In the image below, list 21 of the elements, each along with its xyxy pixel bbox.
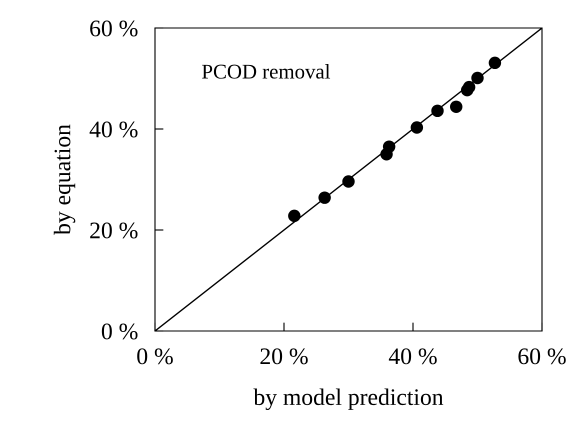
x-tick-label: 40 % bbox=[388, 348, 437, 364]
point bbox=[382, 140, 396, 153]
x-tick-label: 60 % bbox=[518, 348, 566, 364]
annotation: PCOD removal bbox=[202, 64, 330, 79]
point bbox=[410, 121, 424, 134]
x-tick-label: 20 % bbox=[260, 348, 308, 364]
y-tick-label: 20 % bbox=[90, 222, 138, 238]
y-tick-label: 0 % bbox=[102, 323, 138, 340]
point bbox=[288, 210, 301, 222]
point bbox=[462, 80, 476, 94]
x-tick-label: 0 % bbox=[137, 348, 173, 364]
y-tick-label: 40 % bbox=[90, 121, 138, 138]
point bbox=[488, 56, 502, 70]
point bbox=[342, 175, 355, 188]
point bbox=[471, 72, 484, 84]
y-axis-title: by equation bbox=[54, 124, 76, 235]
x-axis-title: by model prediction bbox=[253, 388, 444, 410]
point bbox=[450, 100, 462, 113]
point bbox=[431, 104, 444, 118]
point bbox=[318, 191, 331, 204]
y-tick-label: 60 % bbox=[90, 20, 138, 36]
